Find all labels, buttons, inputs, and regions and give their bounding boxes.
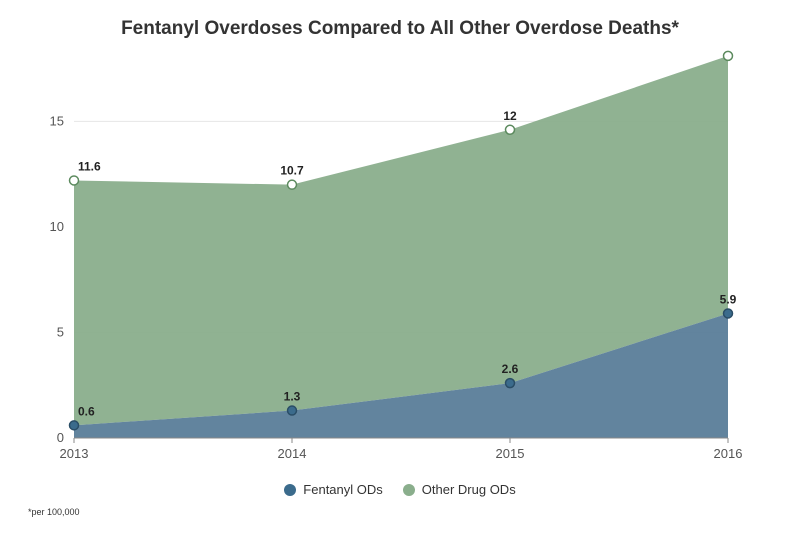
x-tick-label: 2014 — [278, 446, 307, 461]
y-tick-label: 10 — [50, 219, 64, 234]
data-point — [506, 125, 515, 134]
point-label: 12.2 — [705, 48, 729, 51]
legend-item: Fentanyl ODs — [284, 482, 382, 497]
data-point — [70, 176, 79, 185]
legend-item: Other Drug ODs — [403, 482, 516, 497]
data-point — [724, 309, 733, 318]
y-tick-label: 0 — [57, 430, 64, 445]
legend-dot — [284, 484, 296, 496]
footnote: *per 100,000 — [28, 507, 772, 517]
point-label: 12 — [503, 109, 517, 123]
point-label: 2.6 — [502, 362, 519, 376]
data-point — [288, 180, 297, 189]
legend-dot — [403, 484, 415, 496]
point-label: 10.7 — [280, 164, 304, 178]
legend-label: Fentanyl ODs — [303, 482, 382, 497]
point-label: 1.3 — [284, 390, 301, 404]
legend-label: Other Drug ODs — [422, 482, 516, 497]
point-label: 0.6 — [78, 404, 95, 418]
chart-plot: 0 5 10 15 2013 2014 2015 2016 11.6 10.7 12 12.2 0.6 1… — [28, 48, 772, 468]
point-label: 5.9 — [720, 292, 737, 306]
y-tick-label: 5 — [57, 324, 64, 339]
x-tick-label: 2015 — [496, 446, 525, 461]
data-point — [70, 421, 79, 430]
data-point — [724, 51, 733, 60]
chart-svg: 0 5 10 15 2013 2014 2015 2016 11.6 10.7 12 12.2 0.6 1… — [28, 48, 748, 468]
x-tick-label: 2016 — [714, 446, 743, 461]
data-point — [288, 406, 297, 415]
x-tick-label: 2013 — [60, 446, 89, 461]
chart-container: Fentanyl Overdoses Compared to All Other… — [0, 0, 800, 560]
legend: Fentanyl ODs Other Drug ODs — [28, 482, 772, 501]
y-tick-label: 15 — [50, 113, 64, 128]
chart-title: Fentanyl Overdoses Compared to All Other… — [28, 18, 772, 40]
data-point — [506, 379, 515, 388]
point-label: 11.6 — [78, 159, 101, 173]
